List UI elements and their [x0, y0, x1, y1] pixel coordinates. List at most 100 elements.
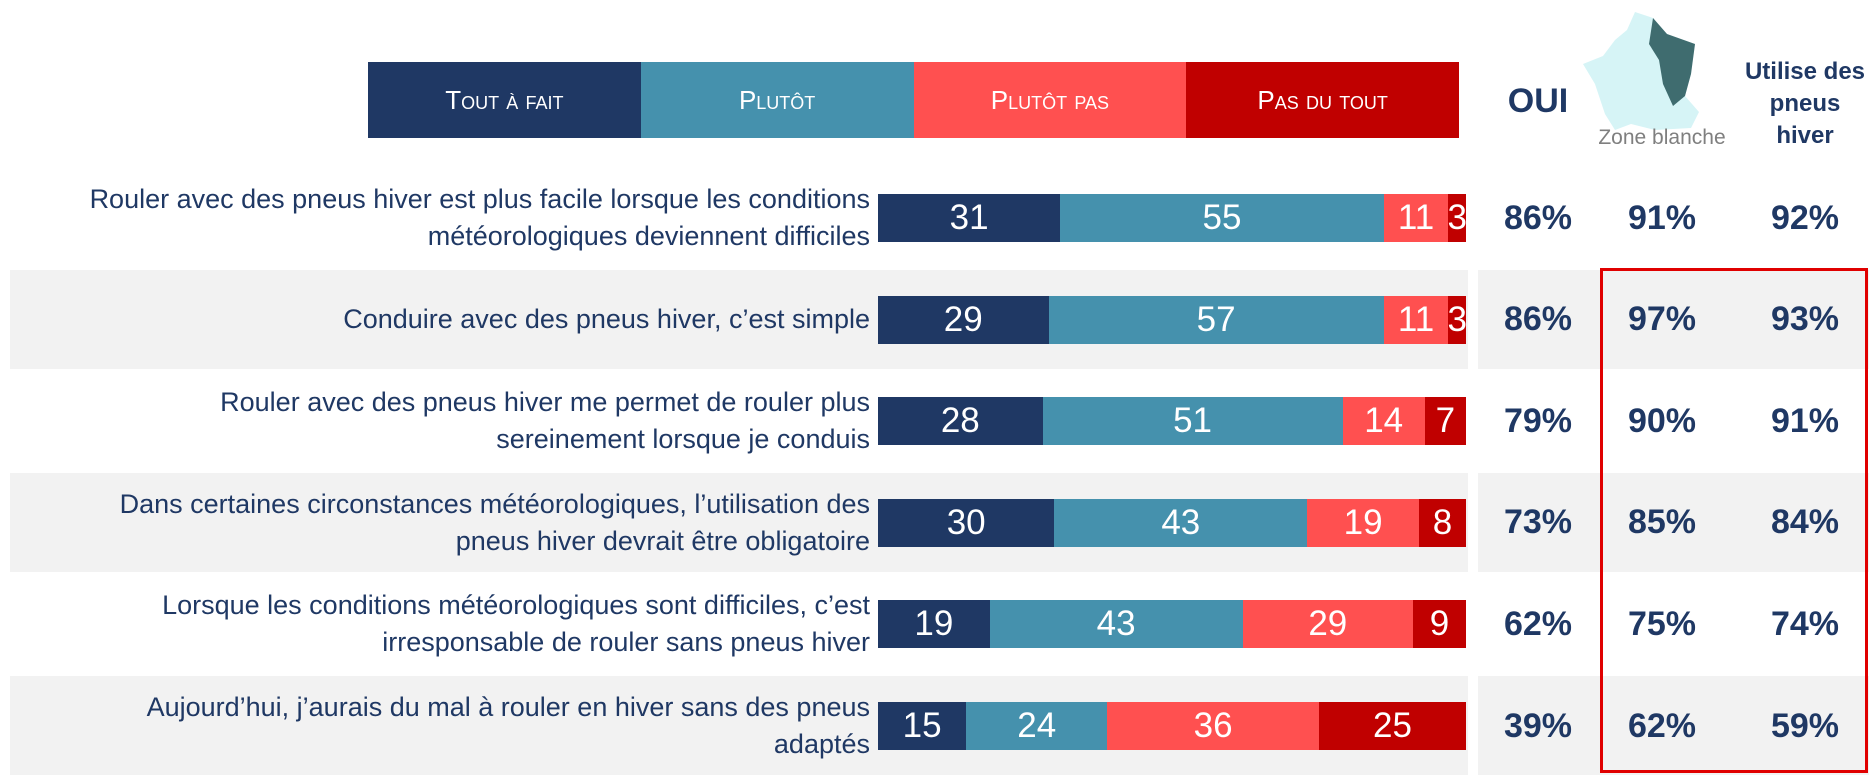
data-label: 30	[946, 502, 986, 542]
cell-label: 86%	[1503, 300, 1573, 339]
bar-segment: 30	[878, 498, 1055, 547]
cell-label: 91%	[1770, 401, 1840, 440]
table-cell: 39%	[1468, 696, 1608, 756]
bar-segment: 43	[1054, 498, 1308, 547]
legend-item: Tout à fait	[368, 62, 641, 138]
cell-label: 90%	[1627, 401, 1697, 440]
table-cell: 86%	[1468, 188, 1608, 248]
bar-segment: 51	[1042, 397, 1343, 446]
table-cell: 74%	[1735, 594, 1869, 654]
bar-segment: 19	[1307, 498, 1419, 547]
data-label: 14	[1364, 401, 1404, 441]
row-band	[1478, 269, 1869, 369]
data-label: 3	[1447, 198, 1467, 237]
table-cell: 84%	[1735, 493, 1869, 553]
bar-segment: 55	[1060, 194, 1384, 242]
data-label: 57	[1196, 299, 1236, 339]
column-header: Zone blanche	[1598, 126, 1726, 149]
data-label: 11	[1397, 198, 1435, 237]
category-label: Rouler avec des pneus hiver me permet de…	[220, 387, 870, 455]
bar-segment: 15	[878, 702, 967, 750]
cell-label: 73%	[1503, 503, 1573, 542]
data-label: 25	[1373, 706, 1412, 745]
cell-label: 97%	[1627, 300, 1697, 339]
table-cell: 85%	[1592, 493, 1732, 553]
cell-label: 85%	[1627, 503, 1697, 542]
legend-item: Plutôt pas	[913, 62, 1187, 138]
legend-item: Plutôt	[640, 62, 914, 138]
bar-segment: 14	[1342, 397, 1425, 446]
column-header: OUI	[1507, 82, 1569, 120]
cell-label: 86%	[1503, 198, 1573, 237]
cell-label: 59%	[1770, 706, 1840, 745]
category-label: Lorsque les conditions météorologiques s…	[162, 590, 870, 658]
row-band	[1478, 676, 1869, 775]
table-cell: 62%	[1592, 696, 1732, 756]
category-label: Dans certaines circonstances météorologi…	[119, 488, 870, 556]
cell-label: 79%	[1503, 401, 1573, 440]
bar-segment: 29	[1242, 600, 1414, 649]
bar-segment: 11	[1383, 194, 1449, 242]
bar-segment: 9	[1413, 600, 1466, 649]
table-cell: 92%	[1735, 188, 1869, 248]
data-label: 51	[1173, 401, 1213, 441]
cell-label: 39%	[1503, 706, 1573, 745]
data-label: 24	[1017, 706, 1057, 745]
data-label: 7	[1435, 401, 1456, 441]
table-cell: 91%	[1735, 391, 1869, 451]
bar-segment: 11	[1383, 295, 1449, 344]
data-label: 11	[1397, 299, 1435, 339]
bar-segment: 7	[1424, 397, 1466, 446]
table-cell: 59%	[1735, 696, 1869, 756]
legend-item: Pas du tout	[1186, 62, 1459, 138]
bar-segment: 36	[1107, 702, 1319, 750]
bar-segment: 57	[1048, 295, 1384, 344]
table-cell: 86%	[1468, 290, 1608, 350]
data-label: 29	[1308, 604, 1348, 644]
bar-segment: 43	[989, 600, 1243, 649]
table-cell: 73%	[1468, 493, 1608, 553]
category-label: Rouler avec des pneus hiver est plus fac…	[89, 184, 870, 251]
data-label: 55	[1202, 198, 1242, 237]
category-label: Conduire avec des pneus hiver, c’est sim…	[343, 304, 870, 335]
data-label: 29	[943, 299, 983, 339]
data-label: 43	[1096, 604, 1136, 644]
data-label: 43	[1161, 502, 1201, 542]
cell-label: 93%	[1770, 300, 1840, 339]
highlight-box	[1600, 268, 1868, 773]
table-cell: 90%	[1592, 391, 1732, 451]
data-label: 31	[949, 198, 989, 237]
bar-segment: 28	[878, 397, 1043, 446]
cell-label: 74%	[1770, 604, 1840, 643]
data-label: 36	[1193, 706, 1233, 745]
table-cell: 93%	[1735, 290, 1869, 350]
france-map	[1583, 12, 1699, 130]
cell-label: 62%	[1503, 604, 1573, 643]
category-label: Aujourd’hui, j’aurais du mal à rouler en…	[146, 692, 870, 759]
cell-label: 84%	[1770, 503, 1840, 542]
cell-label: 92%	[1770, 198, 1840, 237]
bar-segment: 25	[1319, 702, 1466, 750]
table-cell: 97%	[1592, 290, 1732, 350]
data-label: 15	[902, 706, 942, 745]
data-label: 8	[1432, 502, 1453, 542]
bar-segment: 31	[878, 194, 1061, 242]
data-label: 3	[1447, 299, 1467, 339]
cell-label: 62%	[1627, 706, 1697, 745]
table-cell: 62%	[1468, 594, 1608, 654]
table-cell: 79%	[1468, 391, 1608, 451]
column-header: Utilise des pneus hiver	[1744, 58, 1866, 149]
data-label: 28	[940, 401, 980, 441]
bar-segment: 3	[1447, 194, 1467, 242]
bar-segment: 19	[878, 600, 990, 649]
bar-segment: 24	[966, 702, 1108, 750]
data-label: 19	[1343, 502, 1383, 542]
bar-segment: 3	[1447, 295, 1467, 344]
data-label: 9	[1429, 604, 1450, 644]
bar-segment: 8	[1418, 498, 1466, 547]
table-cell: 91%	[1592, 188, 1732, 248]
bar-segment: 29	[878, 295, 1049, 344]
cell-label: 91%	[1627, 198, 1697, 237]
row-band	[1478, 472, 1869, 572]
